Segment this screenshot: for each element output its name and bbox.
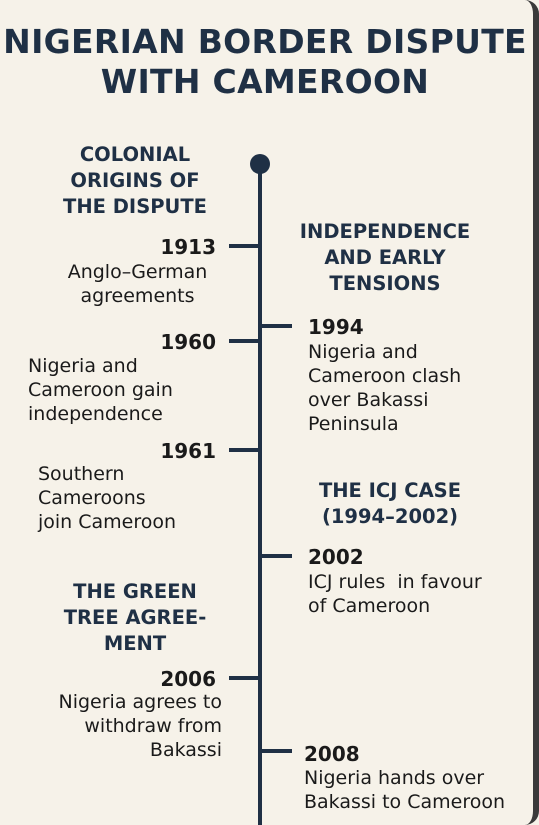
desc-line: over Bakassi xyxy=(308,389,429,411)
event-desc-2008: Nigeria hands over Bakassi to Cameroon xyxy=(304,766,519,814)
event-year-1913: 1913 xyxy=(160,235,216,259)
event-year-2002: 2002 xyxy=(308,545,364,569)
desc-line: Anglo–German xyxy=(67,261,208,283)
heading-line: INDEPENDENCE xyxy=(299,220,471,243)
desc-line: Cameroons xyxy=(38,487,146,509)
heading-line: COLONIAL xyxy=(79,143,191,166)
tick-1913 xyxy=(229,244,259,248)
tick-2006 xyxy=(229,676,259,680)
event-year-1994: 1994 xyxy=(308,315,364,339)
desc-line: Bakassi xyxy=(149,739,222,761)
desc-line: Bakassi to Cameroon xyxy=(304,791,506,813)
heading-line: MENT xyxy=(103,632,167,655)
desc-line: Cameroon gain xyxy=(28,379,173,401)
event-desc-1994: Nigeria and Cameroon clash over Bakassi … xyxy=(308,340,508,436)
heading-line: TREE AGREE- xyxy=(63,606,207,629)
event-desc-2006: Nigeria agrees to withdraw from Bakassi xyxy=(30,690,222,762)
tick-2002 xyxy=(262,554,292,558)
event-year-2006: 2006 xyxy=(160,667,216,691)
timeline-axis xyxy=(258,165,262,825)
event-year-2008: 2008 xyxy=(304,742,360,766)
desc-line: Cameroon clash xyxy=(308,365,462,387)
heading-line: THE GREEN xyxy=(73,580,197,603)
desc-line: agreements xyxy=(80,285,195,307)
section-heading-icj-case: THE ICJ CASE (1994–2002) xyxy=(300,478,480,530)
desc-line: of Cameroon xyxy=(308,595,431,617)
event-year-1961: 1961 xyxy=(160,439,216,463)
event-desc-1961: Southern Cameroons join Cameroon xyxy=(38,462,218,534)
event-desc-2002: ICJ rules in favour of Cameroon xyxy=(308,570,523,618)
page-title: NIGERIAN BORDER DISPUTE WITH CAMEROON xyxy=(0,22,530,102)
desc-line: independence xyxy=(28,403,163,425)
tick-1960 xyxy=(229,339,259,343)
heading-line: AND EARLY xyxy=(324,246,446,269)
desc-line: Nigeria hands over xyxy=(304,767,485,789)
desc-line: Nigeria and xyxy=(308,341,418,363)
tick-1961 xyxy=(229,448,259,452)
section-heading-independence: INDEPENDENCE AND EARLY TENSIONS xyxy=(290,219,480,297)
heading-line: TENSIONS xyxy=(329,272,441,295)
tick-1994 xyxy=(262,324,292,328)
title-line: NIGERIAN BORDER DISPUTE xyxy=(3,22,527,61)
desc-line: Southern xyxy=(38,463,125,485)
heading-line: THE ICJ CASE xyxy=(318,479,462,502)
desc-line: Nigeria agrees to xyxy=(58,691,222,713)
desc-line: withdraw from xyxy=(84,715,222,737)
desc-line: Peninsula xyxy=(308,413,399,435)
desc-line: Nigeria and xyxy=(28,355,138,377)
event-year-1960: 1960 xyxy=(160,330,216,354)
event-desc-1913: Anglo–German agreements xyxy=(50,260,225,308)
desc-line: join Cameroon xyxy=(38,511,177,533)
section-heading-colonial-origins: COLONIAL ORIGINS OF THE DISPUTE xyxy=(55,142,215,220)
timeline-start-dot xyxy=(250,154,270,174)
heading-line: THE DISPUTE xyxy=(63,195,207,218)
section-heading-green-tree: THE GREEN TREE AGREE- MENT xyxy=(55,579,215,657)
heading-line: (1994–2002) xyxy=(321,505,459,528)
desc-line: ICJ rules in favour xyxy=(308,571,482,593)
title-line: WITH CAMEROON xyxy=(100,62,430,101)
tick-2008 xyxy=(262,749,292,753)
heading-line: ORIGINS OF xyxy=(70,169,200,192)
event-desc-1960: Nigeria and Cameroon gain independence xyxy=(28,354,218,426)
